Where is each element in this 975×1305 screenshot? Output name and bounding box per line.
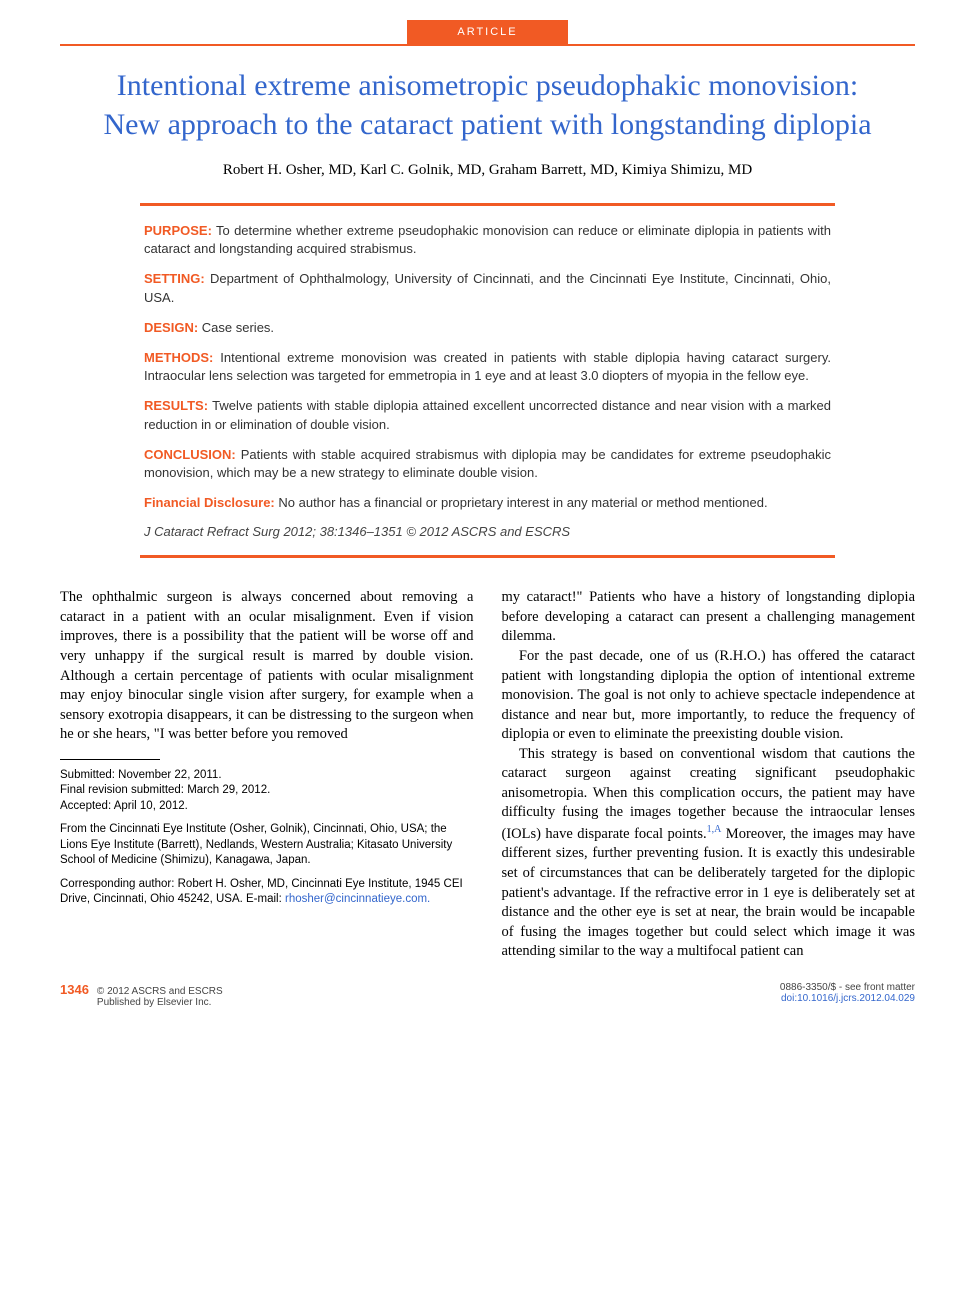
abstract-design: DESIGN: Case series. [144,319,831,337]
footnote-submitted: Submitted: November 22, 2011. Final revi… [60,768,474,815]
footer-copyright: © 2012 ASCRS and ESCRS [97,986,223,997]
article-type-tag: ARTICLE [407,20,567,44]
abstract-disclosure: Financial Disclosure: No author has a fi… [144,494,831,512]
article-body: The ophthalmic surgeon is always concern… [60,588,915,962]
abstract-label: CONCLUSION: [144,447,236,462]
corresponding-email[interactable]: rhosher@cincinnatieye.com. [285,893,430,905]
body-paragraph: The ophthalmic surgeon is always concern… [60,588,474,745]
footnote-block: Submitted: November 22, 2011. Final revi… [60,768,474,908]
abstract-methods: METHODS: Intentional extreme monovision … [144,349,831,385]
abstract-label: SETTING: [144,271,205,286]
abstract-text: No author has a financial or proprietary… [275,495,768,510]
abstract-text: Twelve patients with stable diplopia att… [144,398,831,431]
footer-publisher: Published by Elsevier Inc. [97,997,212,1008]
footnote-corresponding: Corresponding author: Robert H. Osher, M… [60,877,474,908]
abstract-text: To determine whether extreme pseudophaki… [144,223,831,256]
abstract-citation: J Cataract Refract Surg 2012; 38:1346–13… [144,524,831,539]
body-paragraph: my cataract!" Patients who have a histor… [502,588,916,647]
author-list: Robert H. Osher, MD, Karl C. Golnik, MD,… [60,162,915,179]
abstract-purpose: PURPOSE: To determine whether extreme ps… [144,222,831,258]
article-title: Intentional extreme anisometropic pseudo… [100,66,875,144]
abstract-label: DESIGN: [144,320,198,335]
footer-issn: 0886-3350/$ - see front matter [780,982,915,993]
abstract-text: Case series. [198,320,274,335]
abstract-setting: SETTING: Department of Ophthalmology, Un… [144,270,831,306]
header-rule [60,44,915,46]
abstract-label: PURPOSE: [144,223,212,238]
abstract-box: PURPOSE: To determine whether extreme ps… [140,203,835,558]
abstract-text: Department of Ophthalmology, University … [144,271,831,304]
page-number: 1346 [60,982,89,997]
citation-ref[interactable]: 1,A [707,824,722,835]
abstract-label: METHODS: [144,350,213,365]
abstract-label: RESULTS: [144,398,208,413]
body-paragraph: For the past decade, one of us (R.H.O.) … [502,647,916,745]
footnote-affiliation: From the Cincinnati Eye Institute (Osher… [60,822,474,869]
footer-doi[interactable]: doi:10.1016/j.jcrs.2012.04.029 [781,993,915,1004]
body-paragraph: This strategy is based on conventional w… [502,745,916,962]
abstract-text: Intentional extreme monovision was creat… [144,350,831,383]
footnote-rule [60,759,160,760]
abstract-conclusion: CONCLUSION: Patients with stable acquire… [144,446,831,482]
abstract-text: Patients with stable acquired strabismus… [144,447,831,480]
page-footer: 1346 © 2012 ASCRS and ESCRS Published by… [60,982,915,1008]
abstract-results: RESULTS: Twelve patients with stable dip… [144,397,831,433]
abstract-label: Financial Disclosure: [144,495,275,510]
